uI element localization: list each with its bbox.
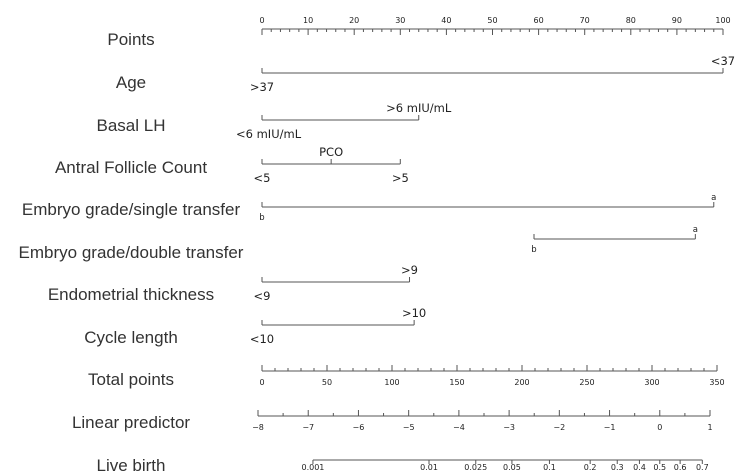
- total-tick-label: 100: [384, 378, 399, 387]
- lp-tick-label: −7: [302, 423, 314, 432]
- lp-tick-label: −3: [503, 423, 515, 432]
- afc-level-label: PCO: [319, 145, 343, 159]
- lp-tick-label: −8: [252, 423, 264, 432]
- points-tick-label: 30: [395, 16, 405, 25]
- row-label-points: Points: [107, 30, 154, 49]
- total-tick-label: 0: [259, 378, 264, 387]
- points-tick-label: 40: [441, 16, 451, 25]
- lp-tick-label: 1: [707, 423, 712, 432]
- row-label-live: Live birth: [97, 456, 166, 474]
- basal_lh-level-label: <6 mIU/mL: [236, 127, 302, 141]
- row-label-endometrial: Endometrial thickness: [48, 285, 214, 304]
- endometrial-level-label: >9: [401, 263, 418, 277]
- points-tick-label: 50: [487, 16, 497, 25]
- live-tick-label: 0.01: [420, 463, 438, 472]
- age-level-label: >37: [250, 80, 274, 94]
- points-tick-label: 80: [626, 16, 636, 25]
- embryo_single-level-label: b: [259, 213, 264, 223]
- live-tick-label: 0.5: [653, 463, 666, 472]
- live-tick-label: 0.2: [584, 463, 597, 472]
- total-tick-label: 200: [514, 378, 529, 387]
- live-tick-label: 0.025: [464, 463, 487, 472]
- points-tick-label: 90: [672, 16, 682, 25]
- lp-tick-label: 0: [657, 423, 662, 432]
- embryo_double-level-label: a: [693, 225, 698, 235]
- row-label-afc: Antral Follicle Count: [55, 158, 207, 177]
- lp-tick-label: −6: [353, 423, 365, 432]
- cycle-level-label: >10: [402, 306, 426, 320]
- row-label-total: Total points: [88, 370, 174, 389]
- points-tick-label: 0: [259, 16, 264, 25]
- row-label-age: Age: [116, 73, 146, 92]
- live-tick-label: 0.6: [674, 463, 687, 472]
- row-label-basal_lh: Basal LH: [97, 116, 166, 135]
- row-label-cycle: Cycle length: [84, 328, 178, 347]
- live-tick-label: 0.1: [543, 463, 556, 472]
- total-tick-label: 350: [709, 378, 724, 387]
- live-tick-label: 0.05: [503, 463, 521, 472]
- afc-level-label: >5: [392, 171, 409, 185]
- endometrial-level-label: <9: [254, 289, 271, 303]
- basal_lh-level-label: >6 mIU/mL: [386, 101, 452, 115]
- points-tick-label: 100: [715, 16, 730, 25]
- live-tick-label: 0.3: [611, 463, 624, 472]
- points-tick-label: 20: [349, 16, 359, 25]
- live-tick-label: 0.4: [633, 463, 646, 472]
- row-label-embryo_single: Embryo grade/single transfer: [22, 200, 241, 219]
- total-tick-label: 150: [449, 378, 464, 387]
- points-tick-label: 60: [534, 16, 544, 25]
- total-tick-label: 300: [644, 378, 659, 387]
- age-level-label: <37: [711, 54, 735, 68]
- points-tick-label: 10: [303, 16, 313, 25]
- row-label-lp: Linear predictor: [72, 413, 190, 432]
- afc-level-label: <5: [254, 171, 271, 185]
- lp-tick-label: −2: [553, 423, 565, 432]
- cycle-level-label: <10: [250, 332, 274, 346]
- total-tick-label: 250: [579, 378, 594, 387]
- live-tick-label: 0.7: [696, 463, 709, 472]
- embryo_double-level-label: b: [531, 245, 536, 255]
- total-tick-label: 50: [322, 378, 332, 387]
- points-tick-label: 70: [580, 16, 590, 25]
- lp-tick-label: −4: [453, 423, 465, 432]
- embryo_single-level-label: a: [711, 193, 716, 203]
- row-label-embryo_double: Embryo grade/double transfer: [19, 243, 244, 262]
- lp-tick-label: −5: [403, 423, 415, 432]
- lp-tick-label: −1: [604, 423, 616, 432]
- live-tick-label: 0.001: [301, 463, 324, 472]
